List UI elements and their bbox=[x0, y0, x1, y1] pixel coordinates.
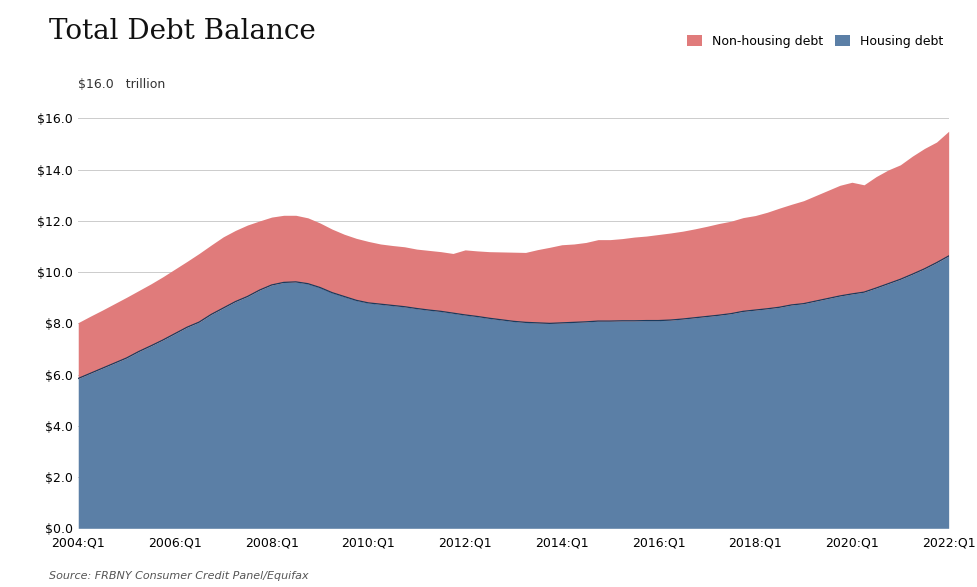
Text: Source: FRBNY Consumer Credit Panel/Equifax: Source: FRBNY Consumer Credit Panel/Equi… bbox=[49, 571, 308, 581]
Text: Total Debt Balance: Total Debt Balance bbox=[49, 18, 316, 45]
Text: $16.0   trillion: $16.0 trillion bbox=[78, 78, 165, 91]
Legend: Non-housing debt, Housing debt: Non-housing debt, Housing debt bbox=[681, 29, 948, 53]
